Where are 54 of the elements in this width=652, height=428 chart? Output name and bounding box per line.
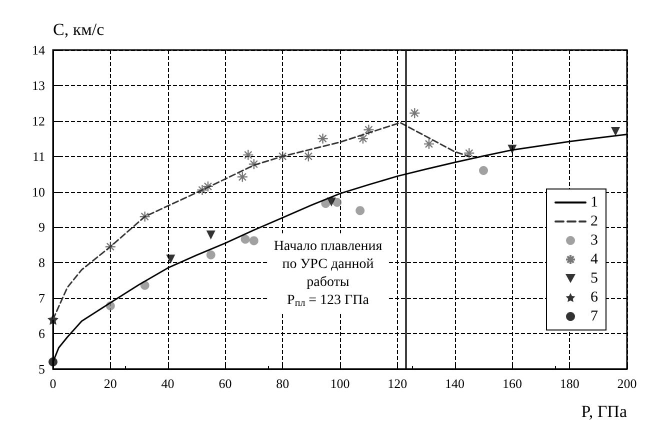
point [409, 107, 420, 119]
point [508, 144, 517, 154]
point [611, 127, 620, 136]
point [236, 171, 248, 182]
point [479, 166, 488, 176]
legend-label: 7 [590, 308, 598, 324]
point [357, 133, 369, 144]
y-tick-label: 6 [38, 326, 46, 342]
y-tick-label: 11 [32, 148, 45, 164]
y-tick-label: 12 [32, 113, 45, 128]
point [139, 210, 150, 222]
point [317, 133, 328, 144]
legend-label: 6 [590, 290, 598, 306]
x-tick-label: 80 [276, 376, 290, 391]
x-tick-label: 40 [161, 376, 174, 391]
x-tick-label: 20 [104, 376, 117, 391]
x-tick-label: 160 [502, 376, 522, 391]
point [464, 148, 475, 159]
point [356, 206, 365, 216]
x-axis-title: P, ГПа [581, 402, 628, 421]
legend-label: 4 [590, 252, 598, 268]
legend-label: 2 [590, 214, 598, 230]
x-tick-label: 60 [218, 376, 232, 391]
x-tick-label: 180 [560, 376, 580, 391]
y-tick-label: 7 [38, 290, 46, 306]
point [363, 124, 374, 136]
x-tick-label: 120 [388, 376, 408, 391]
point [240, 234, 250, 244]
y-tick-label: 8 [38, 255, 45, 270]
y-tick-label: 14 [32, 42, 46, 58]
point [242, 149, 254, 161]
point [332, 198, 342, 207]
point [277, 150, 288, 162]
x-tick-label: 140 [445, 376, 465, 391]
legend-label: 5 [590, 270, 598, 286]
legend-label: 3 [590, 232, 598, 248]
point [302, 150, 314, 162]
point [104, 241, 116, 252]
x-tick-label: 100 [330, 376, 350, 391]
y-tick-label: 10 [32, 184, 45, 200]
y-tick-label: 9 [38, 220, 45, 235]
x-tick-label: 200 [617, 376, 637, 391]
point [206, 230, 216, 240]
point [206, 250, 216, 260]
point [423, 138, 435, 150]
y-tick-label: 13 [32, 78, 45, 93]
point [326, 198, 336, 207]
point [249, 236, 258, 246]
legend-label: 1 [590, 194, 598, 210]
point [248, 158, 260, 170]
point [166, 254, 176, 264]
y-tick-label: 5 [38, 362, 45, 376]
x-tick-label: 0 [50, 376, 56, 391]
y-axis-title: C, км/с [53, 20, 105, 39]
